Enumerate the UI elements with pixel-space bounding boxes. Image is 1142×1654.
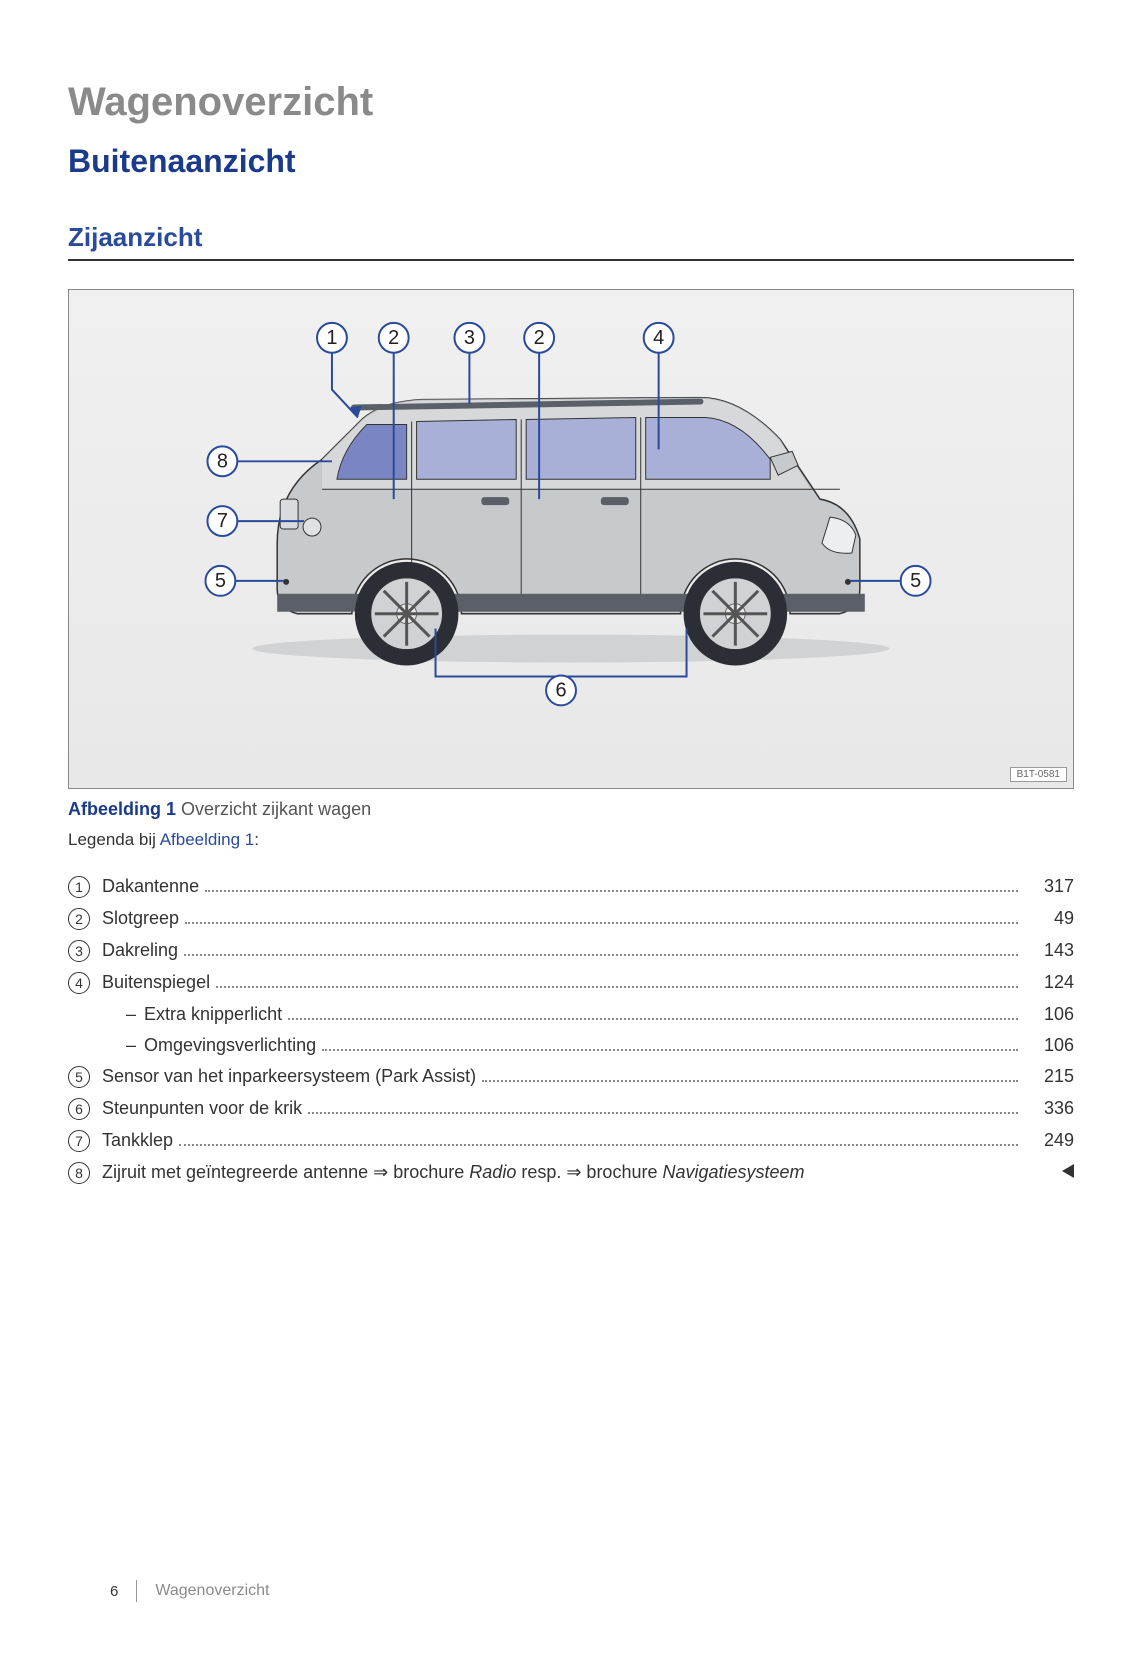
leader-dots [482,1080,1018,1082]
legend-label: Slotgreep [102,908,179,929]
leader-dots [288,1018,1018,1020]
callout-3: 3 [454,323,484,353]
car-illustration: 1 2 3 2 4 8 7 5 5 6 [69,290,1073,788]
leader-dots [179,1144,1018,1146]
legend-sub-row: –Extra knipperlicht 106 [68,1004,1074,1025]
legend-row: 8 Zijruit met geïntegreerde antenne ⇒ bro… [68,1162,1074,1184]
footer-chapter: Wagenoverzicht [155,1582,269,1600]
svg-text:7: 7 [217,510,228,532]
callout-8: 8 [207,446,237,476]
svg-text:2: 2 [534,327,545,349]
legend-row: 7 Tankklep 249 [68,1130,1074,1152]
legend-number-icon: 8 [68,1162,90,1184]
continuation-triangle-icon [1062,1164,1074,1178]
caption-text: Overzicht zijkant wagen [181,799,371,819]
callout-2: 2 [379,323,409,353]
legend-row: 4 Buitenspiegel 124 [68,972,1074,994]
figure-side-view: 1 2 3 2 4 8 7 5 5 6 B1T-0581 [68,289,1074,789]
legend-number-icon: 5 [68,1066,90,1088]
footer-divider [136,1580,137,1602]
legend-row: 2 Slotgreep 49 [68,908,1074,930]
legend-sub-label: Extra knipperlicht [144,1004,282,1025]
chapter-title: Wagenoverzicht [68,80,1074,125]
legend-row: 6 Steunpunten voor de krik 336 [68,1098,1074,1120]
caption-label: Afbeelding 1 [68,799,176,819]
figure-caption: Afbeelding 1 Overzicht zijkant wagen [68,799,1074,820]
legend-number-icon: 2 [68,908,90,930]
svg-text:6: 6 [556,679,567,701]
legend-sub-row: –Omgevingsverlichting 106 [68,1035,1074,1056]
legend-number-icon: 1 [68,876,90,898]
svg-text:5: 5 [910,570,921,592]
section-title: Buitenaanzicht [68,143,1074,180]
svg-text:8: 8 [217,450,228,472]
legend-row: 1 Dakantenne 317 [68,876,1074,898]
page-reference: 249 [1024,1130,1074,1151]
page-reference: 317 [1024,876,1074,897]
page-reference: 143 [1024,940,1074,961]
callout-7: 7 [207,506,237,536]
legend-label: Dakreling [102,940,178,961]
callout-1: 1 [317,323,347,353]
legend-label: Dakantenne [102,876,199,897]
leader-dots [205,890,1018,892]
legend-intro-prefix: Legenda bij [68,830,160,849]
legend-intro-suffix: : [254,830,259,849]
page-reference: 106 [1024,1004,1074,1025]
legend-number-icon: 3 [68,940,90,962]
dash-icon: – [126,1004,136,1025]
callout-2b: 2 [524,323,554,353]
svg-text:2: 2 [388,327,399,349]
callout-5-right: 5 [901,566,931,596]
page-footer: 6 Wagenoverzicht [110,1580,269,1602]
legend-label: Sensor van het inparkeersysteem (Park As… [102,1066,476,1087]
legend-sub-label: Omgevingsverlichting [144,1035,316,1056]
svg-text:5: 5 [215,570,226,592]
legend-number-icon: 7 [68,1130,90,1152]
page-reference: 336 [1024,1098,1074,1119]
legend-number-icon: 4 [68,972,90,994]
leader-dots [184,954,1018,956]
legend-list: 1 Dakantenne 317 2 Slotgreep 49 3 Dakreling 143 4… [68,876,1074,1184]
callout-6: 6 [546,675,576,705]
callout-4: 4 [644,323,674,353]
legend-label: Tankklep [102,1130,173,1151]
legend-row: 5 Sensor van het inparkeersysteem (Park A… [68,1066,1074,1088]
leader-dots [322,1049,1018,1051]
legend-number-icon: 6 [68,1098,90,1120]
svg-text:4: 4 [653,327,664,349]
callout-5-left: 5 [205,566,235,596]
leader-dots [308,1112,1018,1114]
page-reference: 124 [1024,972,1074,993]
page-reference: 49 [1024,908,1074,929]
svg-text:3: 3 [464,327,475,349]
legend-intro-link: Afbeelding 1 [160,830,255,849]
legend-row: 3 Dakreling 143 [68,940,1074,962]
leader-dots [185,922,1018,924]
figure-id-tag: B1T-0581 [1010,767,1067,782]
legend-intro: Legenda bij Afbeelding 1: [68,830,1074,850]
legend-label: Steunpunten voor de krik [102,1098,302,1119]
page-number: 6 [110,1583,118,1600]
page-reference: 106 [1024,1035,1074,1056]
page-reference: 215 [1024,1066,1074,1087]
svg-text:1: 1 [326,327,337,349]
legend-label: Buitenspiegel [102,972,210,993]
dash-icon: – [126,1035,136,1056]
subsection-title: Zijaanzicht [68,222,1074,261]
leader-dots [216,986,1018,988]
legend-label: Zijruit met geïntegreerde antenne ⇒ broc… [102,1162,805,1183]
